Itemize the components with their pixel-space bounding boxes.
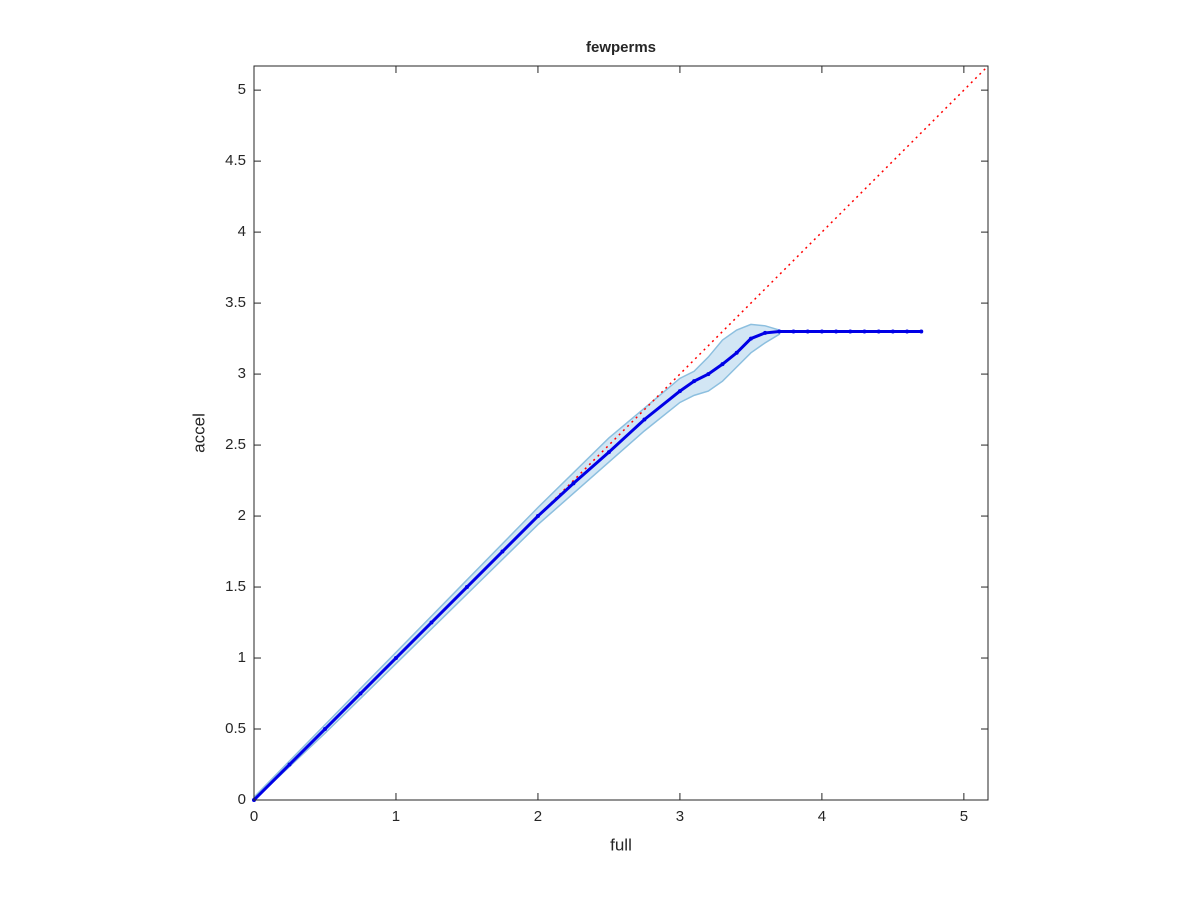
series-marker: [500, 549, 505, 554]
y-tick-label: 2: [238, 507, 246, 524]
series-marker: [763, 330, 768, 335]
x-tick-label: 5: [960, 808, 968, 825]
series-marker: [642, 417, 647, 422]
y-tick-label: 0.5: [225, 720, 246, 737]
reference-line: [253, 65, 989, 801]
y-tick-label: 2.5: [225, 436, 246, 453]
series-marker: [805, 329, 810, 334]
series-marker: [322, 727, 327, 732]
series-marker: [464, 585, 469, 590]
series-marker: [890, 329, 895, 334]
y-tick-label: 3.5: [225, 294, 246, 311]
series-marker: [819, 329, 824, 334]
series-marker: [734, 350, 739, 355]
axes-box: [253, 65, 989, 801]
x-tick-label: 3: [676, 808, 684, 825]
confidence-band: [253, 323, 781, 802]
series-marker: [692, 379, 697, 384]
series-marker: [287, 762, 292, 767]
y-tick-label: 4.5: [225, 152, 246, 169]
series-marker: [720, 362, 725, 367]
series-marker: [358, 691, 363, 696]
series-marker: [834, 329, 839, 334]
series-marker: [571, 481, 576, 486]
y-tick-label: 1.5: [225, 578, 246, 595]
x-tick-label: 1: [392, 808, 400, 825]
y-tick-label: 5: [238, 81, 246, 98]
x-axis-label: full: [610, 835, 632, 854]
series-marker: [429, 620, 434, 625]
series-marker: [606, 450, 611, 455]
series-marker: [905, 329, 910, 334]
x-tick-label: 0: [250, 808, 258, 825]
series-marker: [677, 389, 682, 394]
series-marker: [777, 329, 782, 334]
series-marker: [919, 329, 924, 334]
series-marker: [791, 329, 796, 334]
x-tick-label: 2: [534, 808, 542, 825]
y-tick-label: 1: [238, 649, 246, 666]
series-marker: [748, 336, 753, 341]
y-tick-label: 4: [238, 223, 246, 240]
y-axis-label: accel: [189, 413, 208, 453]
chart-title: fewperms: [586, 39, 656, 56]
y-tick-label: 0: [238, 791, 246, 808]
series-marker: [706, 372, 711, 377]
y-tick-label: 3: [238, 365, 246, 382]
series-marker: [862, 329, 867, 334]
series-marker: [848, 329, 853, 334]
x-tick-label: 4: [818, 808, 826, 825]
series-marker: [393, 656, 398, 661]
series-marker: [876, 329, 881, 334]
series-marker: [535, 514, 540, 519]
series-line: [252, 329, 922, 802]
